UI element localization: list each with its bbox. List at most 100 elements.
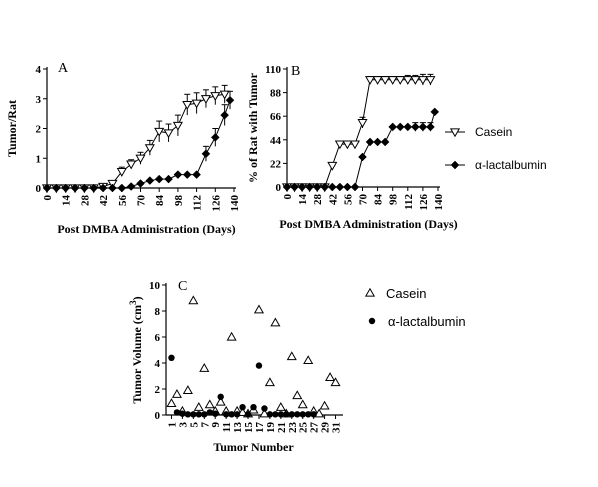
panel-c-xtick-label: 7 [199, 422, 211, 428]
panel-a-series-0-point [191, 99, 202, 109]
panel-b-letter: B [291, 64, 300, 79]
panel-b-series-1-point [426, 122, 435, 132]
panel-b-series-0-point [387, 76, 398, 85]
panel-c-series-0-point [319, 400, 330, 410]
panel-b-y-axis-label: % of Rat with Tumor [246, 72, 260, 183]
panel-c-letter: C [178, 279, 187, 294]
panel-c-legend-label: Casein [386, 286, 426, 301]
panel-a-ytick-label: 0 [36, 183, 42, 195]
panel-a-series-1-point [201, 149, 211, 159]
panel-a-xtick-label: 98 [173, 195, 185, 207]
panel-a-xtick-label: 28 [79, 195, 91, 207]
panel-c-series-0-point [182, 385, 193, 394]
panel-b-xtick-label: 42 [327, 194, 339, 206]
panel-a-series-1-point [108, 183, 117, 193]
panel-c-series-1-point [190, 411, 197, 418]
panel-a-series-1-point [89, 183, 99, 193]
panel-c-xtick-label: 1 [166, 422, 178, 428]
panel-a-xtick-label: 14 [61, 195, 73, 207]
panel-c-series-1-point [304, 411, 312, 418]
panel-a-xtick-label: 0 [42, 195, 54, 201]
panel-a-series-1-point [182, 170, 192, 179]
panel-c-series-1-point [179, 410, 186, 417]
panel-c-series-0-point [264, 377, 275, 387]
panel-b-series-1-point [343, 182, 352, 192]
panel-c-series-1-point [294, 411, 301, 418]
panel-a-series-0-point [210, 92, 221, 101]
panel-c-series-1-point [255, 362, 263, 369]
panel-c-y-axis-label-main: Tumor Volume (cm [130, 305, 144, 404]
panel-c-xtick-label: 5 [188, 422, 200, 428]
panel-c-series-1-point [272, 411, 279, 418]
panel-c-xtick-label: 21 [276, 422, 288, 433]
panel-c-series-1-point [283, 411, 290, 418]
panel-a-series-1-point [220, 110, 230, 120]
panel-c-series-0-point [237, 407, 248, 417]
panel-b-series-0-point [334, 140, 345, 150]
panel-b-series-1-point [305, 182, 315, 192]
panel-c-ytick-label: 10 [149, 280, 161, 292]
panel-c-series-1-point [168, 354, 175, 361]
panel-c-ytick-label: 6 [155, 332, 161, 344]
panel-c-xtick-label: 17 [254, 422, 266, 434]
panel-c-xtick-label: 9 [210, 422, 222, 428]
panel-b-series-0-point [342, 140, 353, 150]
panel-a-series-1-point [80, 183, 89, 193]
panel-a-series-1-point [225, 95, 235, 105]
panel-b-series-1-point [410, 122, 420, 132]
panel-b-xtick-label: 140 [433, 194, 445, 211]
panel-b-xtick-label: 0 [282, 194, 294, 200]
panel-c-series-1-point [261, 405, 268, 412]
panel-a-series-0-point [116, 167, 127, 177]
panel-b-series-1-point [320, 182, 330, 192]
panel-b-series-1-point [403, 122, 413, 132]
panel-b-ytick-label: 110 [265, 64, 281, 76]
panel-b-series-1-point [388, 122, 398, 132]
panel-a-series-1-point [117, 183, 127, 193]
panel-b-series-0-point [395, 76, 406, 85]
panel-b-xtick-label: 84 [373, 194, 385, 206]
panel-a-xtick-label: 42 [98, 195, 110, 207]
panel-a-series-1-line [47, 100, 231, 189]
panel-a-ytick-label: 2 [36, 124, 42, 136]
panel-c-xtick-label: 15 [243, 422, 255, 434]
panel-a-series-0-point [144, 144, 155, 154]
panel-b-ytick-label: 88 [270, 88, 282, 100]
panel-b-series-0-point [372, 76, 383, 85]
panel-c-series-0-point [325, 372, 336, 381]
panel-a-ytick-label: 4 [36, 64, 42, 76]
panel-b-xtick-label: 14 [297, 194, 309, 206]
panel-c-series-1-point [184, 411, 192, 418]
panel-a-series-0-point [154, 127, 165, 137]
panel-c-legend-marker-0 [364, 287, 376, 297]
panel-b-series-0-point [417, 76, 428, 85]
panel-c-x-axis-label: Tumor Number [213, 440, 294, 454]
panel-b-series-1-point [395, 122, 405, 132]
panel-b-legend-label: α-lactalbumin [475, 158, 547, 172]
panel-b-series-1-point [282, 182, 292, 192]
panel-c-series-0-point [166, 398, 177, 407]
panel-a-ytick-label: 3 [36, 94, 42, 106]
panel-c-series-0-point [259, 408, 270, 418]
panel-c-ytick-label: 0 [155, 410, 161, 422]
panel-c-series-1-point [299, 411, 306, 418]
panel-c-series-0-point [171, 388, 182, 398]
panel-c-series-1-point [195, 411, 203, 418]
panel-a-xtick-label: 84 [154, 195, 166, 207]
panel-c-xtick-label: 13 [232, 422, 244, 434]
panel-a-series-1-point [70, 183, 80, 193]
panel-c-series-0-point [204, 399, 215, 409]
panel-c-series-1-point [212, 410, 219, 417]
panel-a-xtick-label: 140 [229, 195, 241, 212]
panel-b-series-1-point [327, 182, 337, 192]
panel-b-ytick-label: 22 [270, 158, 282, 170]
panel-c-series-0-point [215, 396, 226, 406]
panel-b-series-1-point [350, 182, 360, 192]
panel-c-series-1-point [310, 411, 317, 418]
panel-b-series-0-point [380, 76, 391, 85]
panel-c-ytick-label: 8 [155, 306, 161, 318]
panel-c-xtick-label: 3 [177, 422, 189, 428]
panel-b-xtick-label: 70 [358, 194, 370, 206]
panel-a-series-1-point [98, 183, 108, 193]
